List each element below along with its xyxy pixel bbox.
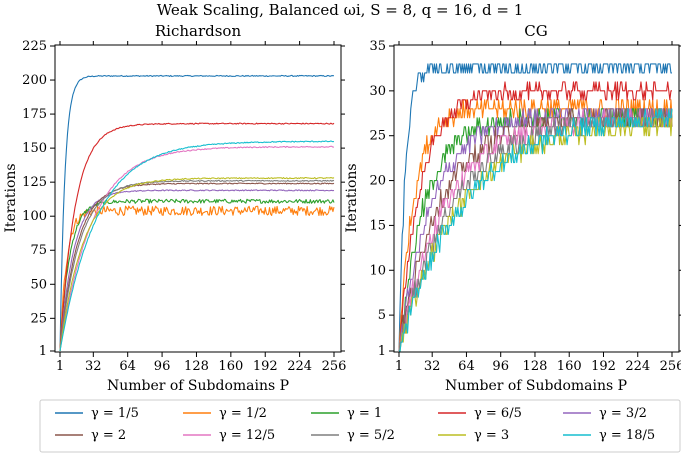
y-tick-label: 25: [369, 129, 386, 144]
legend-label: γ = 12/5: [219, 428, 275, 443]
x-tick-label: 192: [591, 359, 616, 374]
legend-label: γ = 2: [91, 428, 126, 443]
legend-label: γ = 18/5: [599, 428, 655, 443]
y-tick-label: 125: [22, 175, 47, 190]
series-line-cg-9: [399, 108, 673, 352]
legend-label: γ = 3: [474, 428, 509, 443]
legend-label: γ = 1: [347, 406, 382, 421]
y-tick-label: 35: [369, 39, 386, 54]
y-tick-label: 225: [22, 39, 47, 54]
x-tick-label: 1: [395, 359, 403, 374]
series-line-richardson-8: [59, 177, 335, 352]
y-tick-label: 30: [369, 84, 386, 99]
series-line-richardson-0: [59, 74, 335, 352]
y-tick-label: 1: [39, 344, 47, 359]
plot-frame-cg: [393, 44, 680, 353]
x-tick-label: 96: [492, 359, 509, 374]
x-tick-label: 224: [625, 359, 650, 374]
series-line-richardson-6: [59, 145, 335, 352]
y-tick-label: 25: [30, 311, 47, 326]
series-line-cg-8: [399, 117, 673, 352]
y-tick-label: 10: [369, 263, 386, 278]
x-tick-label: 160: [218, 359, 243, 374]
series-line-richardson-9: [59, 140, 335, 352]
y-tick-label: 75: [30, 243, 47, 258]
legend-label: γ = 5/2: [347, 428, 395, 443]
legend-label: γ = 3/2: [599, 406, 647, 421]
series-line-richardson-1: [59, 205, 335, 352]
series-line-richardson-5: [59, 182, 335, 352]
x-tick-label: 192: [253, 359, 278, 374]
y-tick-label: 20: [369, 174, 386, 189]
legend-label: γ = 6/5: [474, 406, 522, 421]
x-tick-label: 96: [154, 359, 171, 374]
panel-title-richardson: Richardson: [155, 22, 242, 40]
y-tick-label: 15: [369, 218, 386, 233]
cg-panel: CG Number of Subdomains P Iterations 1 32…: [344, 22, 681, 394]
x-tick-label: 128: [523, 359, 548, 374]
x-tick-label: 32: [85, 359, 102, 374]
series-lines-cg: [398, 63, 673, 352]
x-tick-label: 1: [56, 359, 64, 374]
y-tick-label: 150: [22, 141, 47, 156]
series-lines-richardson: [59, 74, 335, 352]
y-tick-label: 100: [22, 209, 47, 224]
legend: γ = 1/5 γ = 1/2 γ = 1 γ = 6/5 γ = 3/2 γ = 2 γ …: [39, 399, 681, 453]
x-tick-label: 64: [119, 359, 136, 374]
y-tick-label: 1: [378, 344, 386, 359]
x-tick-label: 128: [184, 359, 209, 374]
series-line-richardson-2: [59, 198, 335, 352]
ticks-richardson: 1 32 64 96 128 160 192 224 256125507510012515017…: [22, 39, 346, 374]
x-tick-label: 256: [322, 359, 347, 374]
legend-label: γ = 1/2: [219, 406, 267, 421]
x-tick-label: 224: [287, 359, 312, 374]
x-tick-label: 64: [458, 359, 475, 374]
series-line-richardson-3: [59, 122, 335, 352]
x-tick-label: 32: [424, 359, 441, 374]
series-line-cg-3: [398, 81, 672, 352]
y-tick-label: 50: [30, 277, 47, 292]
series-line-richardson-7: [59, 179, 335, 352]
x-tick-label: 256: [660, 359, 681, 374]
plot-frame-richardson: [54, 44, 342, 353]
x-axis-label-richardson: Number of Subdomains P: [107, 378, 289, 394]
x-axis-label-cg: Number of Subdomains P: [445, 378, 627, 394]
richardson-panel: Richardson Number of Subdomains P Iterat…: [3, 22, 346, 394]
legend-label: γ = 1/5: [91, 406, 139, 421]
y-tick-label: 175: [22, 107, 47, 122]
series-line-cg-0: [398, 63, 672, 352]
y-tick-label: 5: [378, 308, 386, 323]
y-axis-label-cg: Iterations: [344, 163, 360, 232]
figure-title: Weak Scaling, Balanced ωi, S = 8, q = 16…: [157, 1, 524, 19]
y-axis-label-richardson: Iterations: [3, 163, 19, 232]
y-tick-label: 200: [22, 73, 47, 88]
panel-title-cg: CG: [524, 22, 547, 40]
x-tick-label: 160: [557, 359, 582, 374]
